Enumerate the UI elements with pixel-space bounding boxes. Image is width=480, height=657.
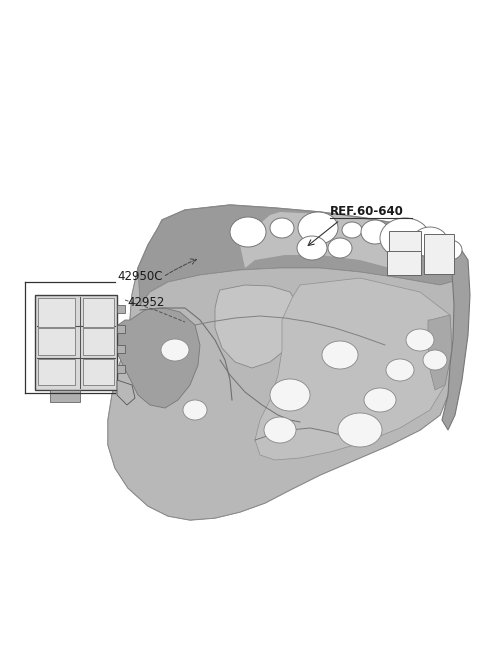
Text: 42952: 42952 <box>127 296 164 309</box>
FancyBboxPatch shape <box>387 251 421 275</box>
Bar <box>117 365 125 373</box>
Text: 42950C: 42950C <box>117 271 163 284</box>
Ellipse shape <box>361 220 389 244</box>
Ellipse shape <box>183 400 207 420</box>
Polygon shape <box>117 380 135 405</box>
Bar <box>117 305 125 313</box>
Polygon shape <box>442 244 470 430</box>
Ellipse shape <box>338 413 382 447</box>
Ellipse shape <box>364 388 396 412</box>
Ellipse shape <box>386 359 414 381</box>
Ellipse shape <box>438 240 462 260</box>
Polygon shape <box>215 285 300 368</box>
Bar <box>38 328 75 355</box>
Polygon shape <box>108 268 462 520</box>
Ellipse shape <box>270 379 310 411</box>
FancyBboxPatch shape <box>389 231 421 275</box>
Ellipse shape <box>412 227 448 257</box>
Text: REF.60-640: REF.60-640 <box>330 205 404 218</box>
Bar <box>38 298 75 327</box>
Bar <box>38 359 75 385</box>
Bar <box>50 390 80 402</box>
Bar <box>117 325 125 333</box>
Bar <box>117 345 125 353</box>
Ellipse shape <box>328 238 352 258</box>
Polygon shape <box>115 308 200 408</box>
Ellipse shape <box>270 218 294 238</box>
Ellipse shape <box>230 217 266 247</box>
Ellipse shape <box>342 222 362 238</box>
Polygon shape <box>240 212 400 268</box>
Polygon shape <box>255 278 452 460</box>
Polygon shape <box>428 315 452 390</box>
Ellipse shape <box>406 329 434 351</box>
Bar <box>83 359 114 385</box>
Ellipse shape <box>322 341 358 369</box>
Ellipse shape <box>423 350 447 370</box>
Ellipse shape <box>298 212 338 244</box>
FancyBboxPatch shape <box>424 234 454 274</box>
Bar <box>83 298 114 327</box>
Ellipse shape <box>161 339 189 361</box>
Bar <box>83 328 114 355</box>
Polygon shape <box>108 205 463 520</box>
Ellipse shape <box>297 236 327 260</box>
Ellipse shape <box>380 218 430 258</box>
Ellipse shape <box>264 417 296 443</box>
Polygon shape <box>35 295 117 390</box>
Polygon shape <box>138 205 462 305</box>
